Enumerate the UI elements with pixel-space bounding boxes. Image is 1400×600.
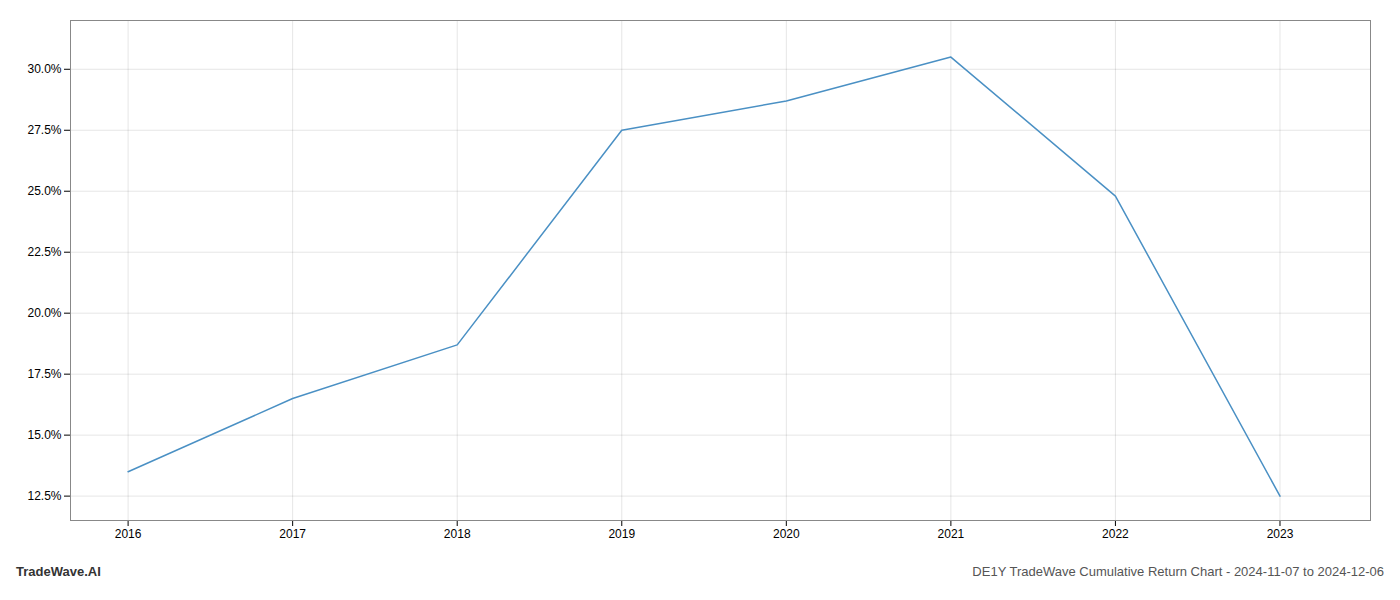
svg-text:2022: 2022 <box>1102 527 1129 541</box>
svg-text:30.0%: 30.0% <box>27 62 61 76</box>
html-text:TradeWave.AI: TradeWave.AI <box>16 564 101 579</box>
svg-text:2016: 2016 <box>115 527 142 541</box>
svg-text:15.0%: 15.0% <box>27 428 61 442</box>
svg-text:2018: 2018 <box>444 527 471 541</box>
svg-text:2019: 2019 <box>608 527 635 541</box>
svg-text:2020: 2020 <box>773 527 800 541</box>
svg-text:2023: 2023 <box>1267 527 1294 541</box>
svg-text:12.5%: 12.5% <box>27 489 61 503</box>
html-text:DE1Y TradeWave Cumulative Retu: DE1Y TradeWave Cumulative Return Chart -… <box>972 564 1384 579</box>
svg-text:22.5%: 22.5% <box>27 245 61 259</box>
svg-text:27.5%: 27.5% <box>27 123 61 137</box>
svg-text:25.0%: 25.0% <box>27 184 61 198</box>
svg-text:17.5%: 17.5% <box>27 367 61 381</box>
svg-text:20.0%: 20.0% <box>27 306 61 320</box>
svg-text:2017: 2017 <box>279 527 306 541</box>
svg-text:2021: 2021 <box>938 527 965 541</box>
